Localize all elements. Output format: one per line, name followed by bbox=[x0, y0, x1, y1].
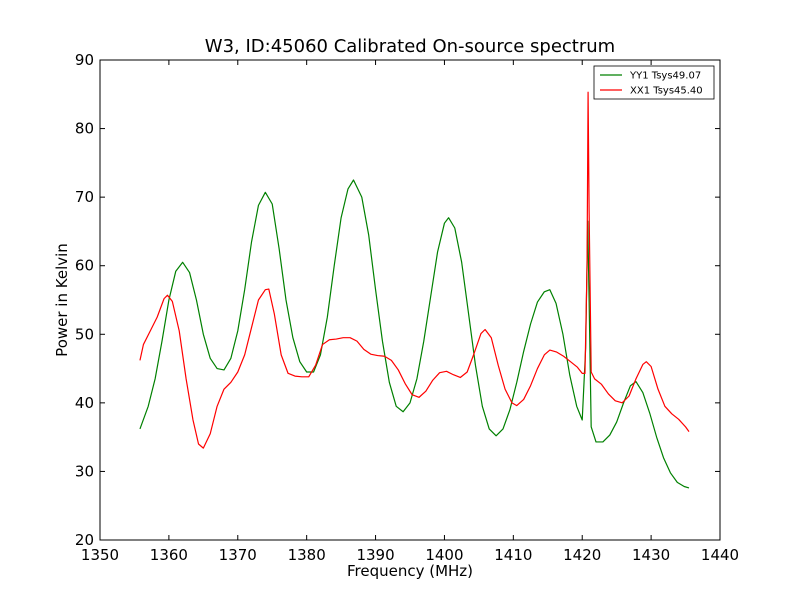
y-tick-label: 60 bbox=[75, 257, 94, 275]
x-tick-label: 1370 bbox=[219, 546, 257, 564]
y-tick-label: 20 bbox=[75, 531, 94, 549]
x-tick-label: 1400 bbox=[425, 546, 463, 564]
x-tick-label: 1410 bbox=[494, 546, 532, 564]
y-tick-label: 40 bbox=[75, 394, 94, 412]
legend-label-xx1: XX1 Tsys45.40 bbox=[630, 86, 703, 97]
x-tick-label: 1440 bbox=[701, 546, 739, 564]
x-tick-label: 1390 bbox=[356, 546, 394, 564]
x-tick-label: 1380 bbox=[288, 546, 326, 564]
legend-label-yy1: YY1 Tsys49.07 bbox=[629, 71, 701, 82]
y-tick-label: 90 bbox=[75, 51, 94, 69]
x-tick-label: 1360 bbox=[150, 546, 188, 564]
series-layer bbox=[139, 91, 690, 489]
x-tick-label: 1420 bbox=[563, 546, 601, 564]
y-axis-label: Power in Kelvin bbox=[53, 243, 71, 357]
y-tick-label: 70 bbox=[75, 188, 94, 206]
y-tick-label: 80 bbox=[75, 120, 94, 138]
y-tick-label: 30 bbox=[75, 462, 94, 480]
legend: YY1 Tsys49.07 XX1 Tsys45.40 bbox=[593, 65, 715, 100]
y-tick-label: 50 bbox=[75, 325, 94, 343]
series-line-xx1 bbox=[139, 91, 690, 449]
x-axis-label: Frequency (MHz) bbox=[347, 562, 473, 580]
plot-frame bbox=[99, 59, 721, 541]
ticks-layer: 1350 1360 1370 1380 1390 1400 1410 1420 1430 1440… bbox=[75, 51, 739, 564]
series-line-yy1 bbox=[139, 179, 690, 489]
x-tick-label: 1350 bbox=[81, 546, 119, 564]
legend-box bbox=[593, 65, 715, 100]
chart-title: W3, ID:45060 Calibrated On-source spectr… bbox=[205, 36, 615, 57]
x-tick-label: 1430 bbox=[632, 546, 670, 564]
